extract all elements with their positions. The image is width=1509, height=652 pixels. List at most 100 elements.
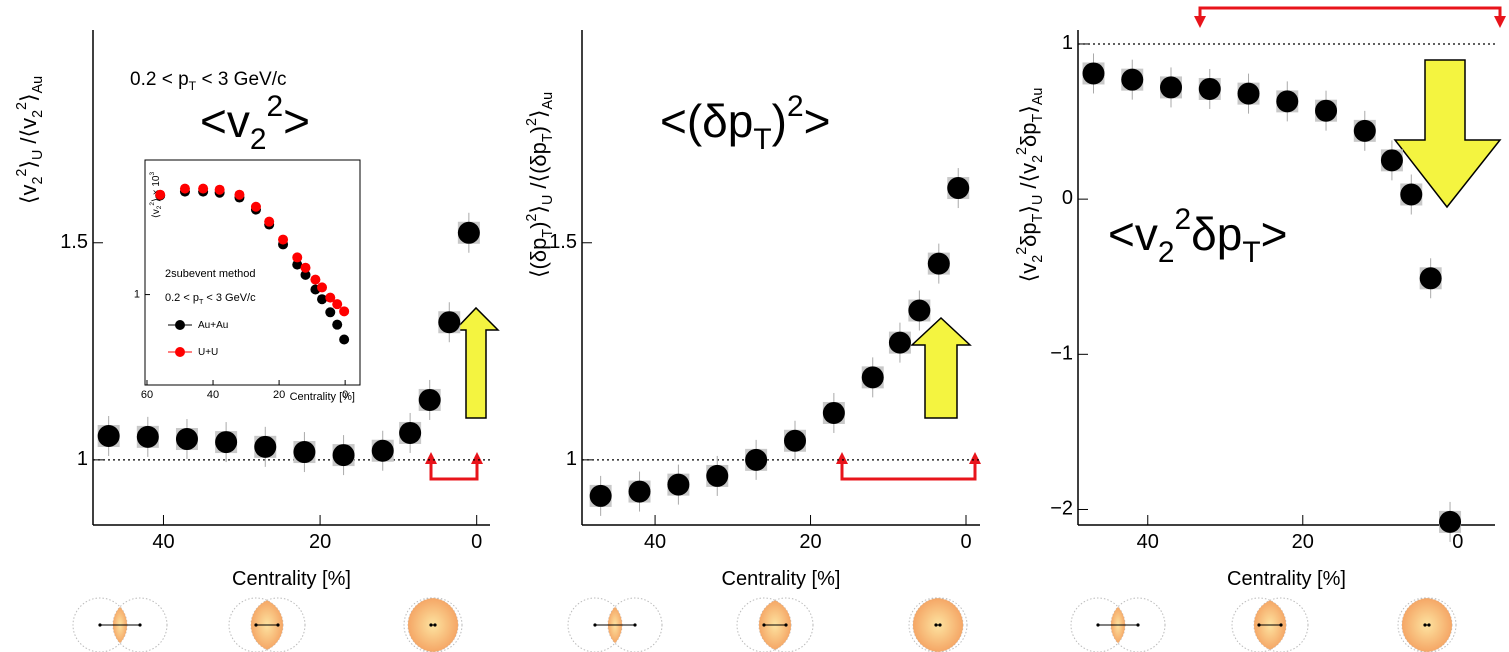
collision-icon [909, 598, 967, 652]
point [1400, 183, 1422, 205]
center-dot [98, 623, 101, 626]
point [889, 332, 911, 354]
panel-title: <v22δpT> [1108, 203, 1287, 269]
center-dot [1096, 623, 1099, 626]
point [1238, 83, 1260, 105]
yellow-arrow [912, 318, 970, 418]
x-tick-label: 20 [273, 389, 285, 401]
point [176, 428, 198, 450]
y-tick-label: 1 [566, 448, 577, 470]
x-tick-label: 0 [960, 531, 971, 553]
annotation-arrows [425, 8, 1506, 479]
red-bracket [1200, 8, 1500, 18]
collision-icon [229, 598, 305, 652]
y-tick-label: 1 [1062, 32, 1073, 54]
center-dot [1279, 623, 1282, 626]
point [292, 252, 302, 262]
point [1083, 62, 1105, 84]
center-dot [938, 623, 941, 626]
point [317, 294, 327, 304]
x-axis-label: Centrality [%] [232, 568, 351, 590]
point [399, 422, 421, 444]
point [419, 389, 441, 411]
point [1354, 120, 1376, 142]
point [862, 366, 884, 388]
red-arrowheads [1194, 16, 1506, 28]
center-dot [433, 623, 436, 626]
x-tick-label: 40 [1137, 531, 1159, 553]
y-tick-label: 1 [134, 288, 140, 300]
point [180, 184, 190, 194]
point [301, 263, 311, 273]
point [1420, 267, 1442, 289]
point [155, 190, 165, 200]
legend-label: U+U [198, 347, 218, 358]
panel-title: <(δpT)2> [660, 90, 830, 156]
point [98, 425, 120, 447]
point [928, 253, 950, 275]
point [745, 449, 767, 471]
x-tick-label: 40 [644, 531, 666, 553]
point [784, 430, 806, 452]
point [590, 485, 612, 507]
point [1439, 511, 1461, 533]
point [333, 444, 355, 466]
y-tick-label: 0 [1062, 187, 1073, 209]
legend-marker [175, 320, 185, 330]
collision-icon [1398, 598, 1456, 652]
legend-label: Au+Au [198, 320, 228, 331]
x-tick-label: 40 [152, 531, 174, 553]
panel: 4020011.5Centrality [%]⟨(δpT)2⟩U /⟨(δpT)… [524, 30, 980, 590]
point [278, 235, 288, 245]
point [339, 306, 349, 316]
collision-icon [1071, 598, 1165, 652]
x-axis-label: Centrality [%] [722, 568, 841, 590]
center-dot [593, 623, 596, 626]
point [251, 202, 261, 212]
point [908, 300, 930, 322]
center-dot [633, 623, 636, 626]
panel-title: <v22> [200, 90, 310, 156]
point [317, 282, 327, 292]
x-axis-label: Centrality [%] [290, 391, 355, 403]
point [215, 185, 225, 195]
y-axis-label: ⟨v22⟩U /⟨v22⟩Au [14, 76, 46, 204]
y-tick-label: −1 [1050, 343, 1073, 365]
point [293, 441, 315, 463]
legend-marker [175, 347, 185, 357]
point [264, 217, 274, 227]
center-dot [254, 623, 257, 626]
figure: 40 20 0 1 1.5 Centrality [%] ⟨v22⟩U /⟨v22⟩Au 0.… [0, 0, 1509, 652]
center-dot [429, 623, 432, 626]
point [438, 311, 460, 333]
center-dot [1136, 623, 1139, 626]
x-tick-label: 20 [309, 531, 331, 553]
point [198, 184, 208, 194]
point [215, 431, 237, 453]
point [706, 465, 728, 487]
point [310, 275, 320, 285]
collision-icon [568, 598, 662, 652]
x-tick-label: 20 [1292, 531, 1314, 553]
panel-subtitle: 0.2 < pT < 3 GeV/c [130, 69, 286, 93]
annotation: 0.2 < pT < 3 GeV/c [165, 292, 256, 306]
point [254, 436, 276, 458]
yellow-arrow [455, 308, 498, 418]
collision-icon [404, 598, 462, 652]
point [372, 440, 394, 462]
point [823, 402, 845, 424]
red-arrowheads [836, 452, 981, 464]
point [1121, 69, 1143, 91]
collision-icon [73, 598, 167, 652]
center-dot [1257, 623, 1260, 626]
collision-icon [737, 598, 813, 652]
point [947, 177, 969, 199]
annotation: 2subevent method [165, 268, 256, 280]
red-bracket [431, 462, 477, 479]
point [332, 320, 342, 330]
y-tick-label: 1.5 [60, 231, 88, 253]
center-dot [276, 623, 279, 626]
x-tick-label: 0 [471, 531, 482, 553]
